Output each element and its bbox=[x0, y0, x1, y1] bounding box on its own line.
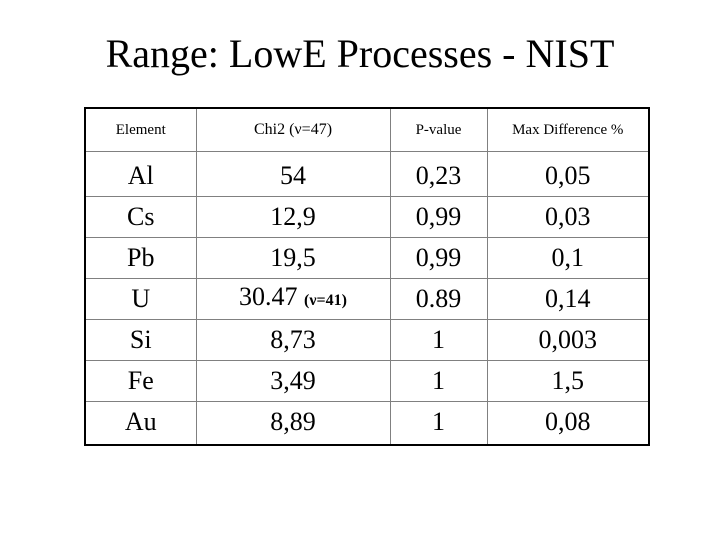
cell-chi2: 54 bbox=[195, 151, 391, 197]
table-row: Si 8,73 1 0,003 bbox=[84, 319, 650, 361]
cell-maxdiff: 0,08 bbox=[486, 401, 650, 446]
cell-chi2: 19,5 bbox=[195, 237, 391, 279]
cell-element: Au bbox=[84, 401, 197, 446]
chi2-value: 12,9 bbox=[270, 202, 316, 231]
cell-element: U bbox=[84, 278, 197, 320]
table-row: Al 54 0,23 0,05 bbox=[84, 151, 650, 197]
cell-pvalue: 0,23 bbox=[389, 151, 488, 197]
cell-chi2: 30.47 (ν=41) bbox=[195, 278, 391, 320]
cell-element: Fe bbox=[84, 360, 197, 402]
cell-maxdiff: 0,1 bbox=[486, 237, 650, 279]
header-max-difference: Max Difference % bbox=[486, 107, 650, 152]
cell-pvalue: 1 bbox=[389, 401, 488, 446]
cell-element: Pb bbox=[84, 237, 197, 279]
chi2-value: 3,49 bbox=[270, 366, 316, 395]
cell-maxdiff: 1,5 bbox=[486, 360, 650, 402]
cell-pvalue: 0,99 bbox=[389, 196, 488, 238]
chi2-value: 54 bbox=[280, 161, 306, 190]
table-row: Fe 3,49 1 1,5 bbox=[84, 360, 650, 402]
cell-maxdiff: 0,003 bbox=[486, 319, 650, 361]
cell-maxdiff: 0,03 bbox=[486, 196, 650, 238]
cell-pvalue: 1 bbox=[389, 360, 488, 402]
table-row: Pb 19,5 0,99 0,1 bbox=[84, 237, 650, 279]
chi2-dof-note: (ν=41) bbox=[304, 292, 347, 309]
cell-pvalue: 0,99 bbox=[389, 237, 488, 279]
header-row: Element Chi2 (ν=47) P-value Max Differen… bbox=[84, 107, 650, 152]
header-chi2: Chi2 (ν=47) bbox=[195, 107, 391, 152]
table-row: Cs 12,9 0,99 0,03 bbox=[84, 196, 650, 238]
cell-chi2: 12,9 bbox=[195, 196, 391, 238]
cell-pvalue: 1 bbox=[389, 319, 488, 361]
chi2-value: 30.47 bbox=[239, 282, 298, 311]
table-row: Au 8,89 1 0,08 bbox=[84, 401, 650, 446]
cell-chi2: 8,73 bbox=[195, 319, 391, 361]
header-pvalue: P-value bbox=[389, 107, 488, 152]
cell-element: Cs bbox=[84, 196, 197, 238]
slide-title: Range: LowE Processes - NIST bbox=[105, 31, 615, 76]
cell-element: Al bbox=[84, 151, 197, 197]
header-element: Element bbox=[84, 107, 197, 152]
cell-maxdiff: 0,14 bbox=[486, 278, 650, 320]
cell-chi2: 8,89 bbox=[195, 401, 391, 446]
cell-element: Si bbox=[84, 319, 197, 361]
chi2-value: 8,89 bbox=[270, 407, 316, 436]
chi2-value: 8,73 bbox=[270, 325, 316, 354]
results-table: Element Chi2 (ν=47) P-value Max Differen… bbox=[84, 107, 650, 446]
cell-maxdiff: 0,05 bbox=[486, 151, 650, 197]
cell-chi2: 3,49 bbox=[195, 360, 391, 402]
chi2-value: 19,5 bbox=[270, 243, 316, 272]
cell-pvalue: 0.89 bbox=[389, 278, 488, 320]
table-row: U 30.47 (ν=41) 0.89 0,14 bbox=[84, 278, 650, 320]
